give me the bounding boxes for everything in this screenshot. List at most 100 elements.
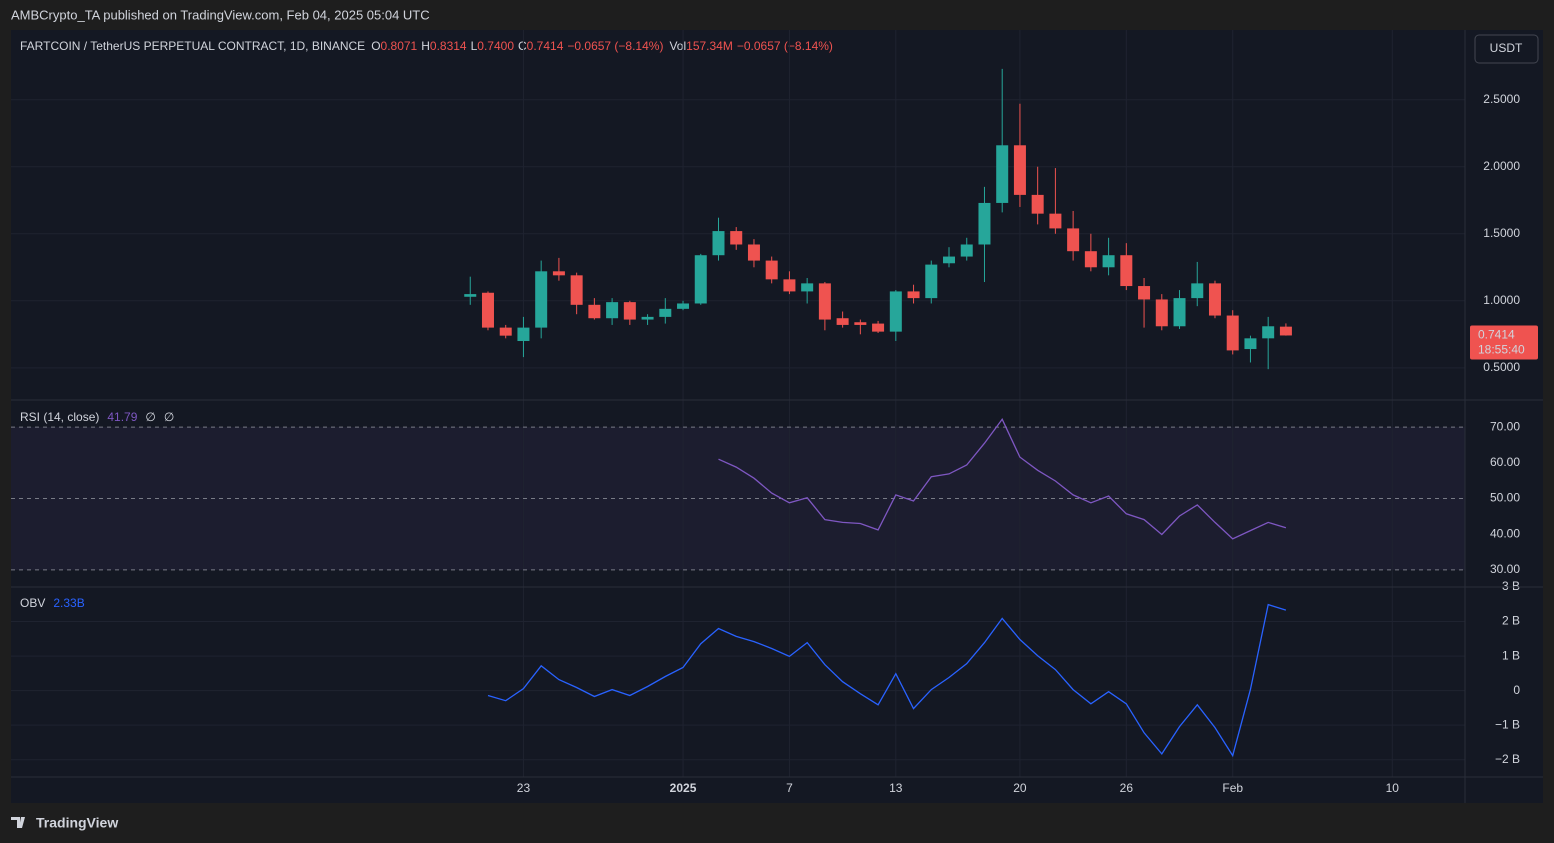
candle-body: [854, 322, 867, 325]
candle-body: [872, 323, 885, 332]
candle-body: [889, 291, 902, 332]
change: −0.0657 (−8.14%): [567, 39, 663, 53]
candle-body: [765, 260, 778, 280]
candle-body: [996, 145, 1009, 203]
candle-body: [552, 271, 565, 276]
obv-title: OBV: [20, 596, 45, 610]
ohlc: O0.8071 H0.8314 L0.7400 C0.7414: [371, 39, 564, 53]
indicator-line: [718, 418, 1287, 540]
ohlc-key: L: [471, 39, 478, 53]
candle-body: [960, 244, 973, 257]
y-tick-label: 70.00: [1490, 419, 1520, 433]
y-tick-label: 0.5000: [1483, 360, 1520, 374]
vol-key: Vol: [669, 39, 686, 53]
candle-body: [1244, 338, 1257, 350]
indicator-line: [487, 603, 1287, 758]
ohlc-key: O: [371, 39, 380, 53]
candle-body: [1031, 194, 1044, 214]
candle-body: [677, 303, 690, 309]
vol-change: −0.0657 (−8.14%): [737, 39, 833, 53]
price-legend: FARTCOIN / TetherUS PERPETUAL CONTRACT, …: [20, 39, 833, 53]
candle-body: [1191, 283, 1204, 299]
x-tick-label: Feb: [1222, 781, 1243, 795]
candle-body: [1102, 255, 1115, 268]
y-tick-label: 1.0000: [1483, 293, 1520, 307]
candle-body: [517, 327, 530, 342]
candle-body: [1138, 286, 1151, 300]
candle-body: [588, 304, 601, 319]
y-tick-label: 1 B: [1502, 648, 1520, 662]
candle-body: [1067, 228, 1080, 252]
candle-body: [943, 256, 956, 264]
rsi-title: RSI (14, close): [20, 410, 99, 424]
rsi-value: 41.79: [107, 410, 137, 424]
x-tick-label: 13: [889, 781, 903, 795]
candle-body: [481, 292, 494, 328]
candle-body: [712, 231, 725, 256]
candle-body: [1173, 298, 1186, 327]
obv-legend: OBV 2.33B: [20, 596, 85, 610]
candle-body: [925, 264, 938, 299]
ohlc-key: C: [518, 39, 527, 53]
y-tick-label: 50.00: [1490, 491, 1520, 505]
candle-body: [499, 327, 512, 336]
x-tick-label: 7: [786, 781, 793, 795]
candle-body: [1279, 326, 1292, 336]
x-tick-label: 23: [517, 781, 531, 795]
countdown: 18:55:40: [1478, 343, 1525, 357]
candle-body: [1208, 283, 1221, 316]
candle-body: [783, 279, 796, 292]
candle-body: [1226, 315, 1239, 351]
candle-body: [1155, 299, 1168, 327]
y-tick-label: −2 B: [1495, 752, 1520, 766]
candle-body: [464, 294, 477, 297]
ohlc-value: 0.7400: [477, 39, 514, 53]
last-price-label: 0.7414: [1478, 328, 1515, 342]
candle-body: [1049, 213, 1062, 229]
x-tick-label: 10: [1386, 781, 1400, 795]
rsi-flag: ∅: [164, 410, 174, 424]
candle-body: [1262, 326, 1275, 339]
candle-body: [606, 302, 619, 319]
x-tick-label: 20: [1013, 781, 1027, 795]
y-tick-label: 40.00: [1490, 526, 1520, 540]
candle-body: [801, 283, 814, 292]
candle-body: [623, 302, 636, 320]
candle-body: [1084, 251, 1097, 268]
candle-body: [836, 318, 849, 325]
ohlc-value: 0.8071: [381, 39, 418, 53]
y-tick-label: 2.5000: [1483, 92, 1520, 106]
candle-body: [1013, 145, 1026, 195]
currency-label: USDT: [1490, 41, 1523, 55]
y-tick-label: 2.0000: [1483, 159, 1520, 173]
chart-area: [11, 30, 1543, 803]
candle-body: [730, 231, 743, 245]
last-price-tag: [1470, 325, 1538, 360]
candle-body: [747, 244, 760, 261]
candle-body: [818, 283, 831, 320]
x-tick-label: 2025: [670, 781, 697, 795]
y-tick-label: 3 B: [1502, 579, 1520, 593]
brand: TradingView: [36, 815, 118, 831]
y-tick-label: 0: [1513, 683, 1520, 697]
ohlc-value: 0.8314: [430, 39, 467, 53]
y-tick-label: 60.00: [1490, 455, 1520, 469]
y-tick-label: −1 B: [1495, 717, 1520, 731]
candle-body: [1120, 255, 1133, 287]
publisher: AMBCrypto_TA published on TradingView.co…: [11, 7, 430, 22]
rsi-flag: ∅: [145, 410, 155, 424]
vol-value: 157.34M: [686, 39, 733, 53]
brand-logo: [11, 817, 25, 828]
candle-body: [659, 308, 672, 317]
currency-button[interactable]: [1474, 34, 1539, 64]
x-tick-label: 26: [1120, 781, 1134, 795]
obv-value: 2.33B: [53, 596, 84, 610]
candle-body: [570, 275, 583, 305]
candle-body: [535, 271, 548, 328]
ohlc-value: 0.7414: [527, 39, 564, 53]
ohlc-key: H: [421, 39, 430, 53]
candle-body: [694, 255, 707, 304]
candle-body: [641, 316, 654, 320]
